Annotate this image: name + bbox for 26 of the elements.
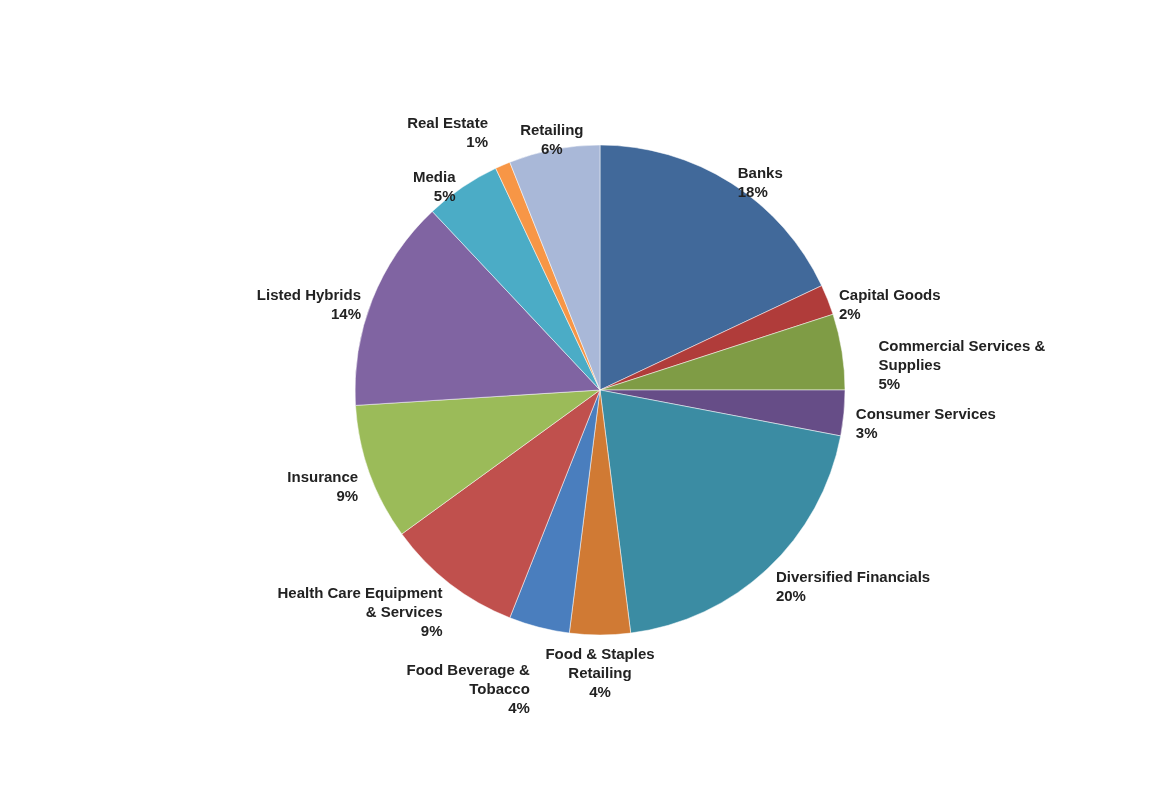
slice-label: Listed Hybrids — [256, 286, 362, 304]
slice-label: Capital Goods — [838, 286, 941, 304]
data-label: 4% — [508, 699, 530, 717]
slice-label: Retailing — [520, 120, 584, 138]
slice-label: Media — [413, 168, 457, 186]
slice-label: Real Estate — [407, 114, 488, 132]
slice-label: Consumer Services — [855, 405, 996, 423]
slice-label: Commercial Services & Supplies — [878, 336, 1046, 373]
slice-label: Health Care Equipment & Services — [277, 584, 443, 621]
data-label: 1% — [466, 133, 488, 151]
slice-label: Food & Staples Retailing — [545, 645, 655, 681]
data-label: 3% — [855, 424, 878, 442]
data-label: 2% — [838, 305, 861, 323]
slice-label: Insurance — [287, 468, 359, 486]
data-label: 18% — [737, 183, 768, 201]
slice-label: Banks — [737, 164, 783, 182]
data-label: 14% — [331, 305, 362, 323]
data-label: 9% — [336, 487, 359, 505]
data-label: 5% — [878, 374, 901, 392]
data-label: 6% — [541, 139, 563, 157]
slice-label: Food Beverage & Tobacco — [406, 661, 531, 698]
data-label: 4% — [589, 683, 611, 700]
data-label: 9% — [420, 622, 443, 640]
data-label: 20% — [775, 587, 806, 605]
slice-label: Diversified Financials — [775, 568, 931, 586]
data-label: 5% — [433, 187, 456, 205]
